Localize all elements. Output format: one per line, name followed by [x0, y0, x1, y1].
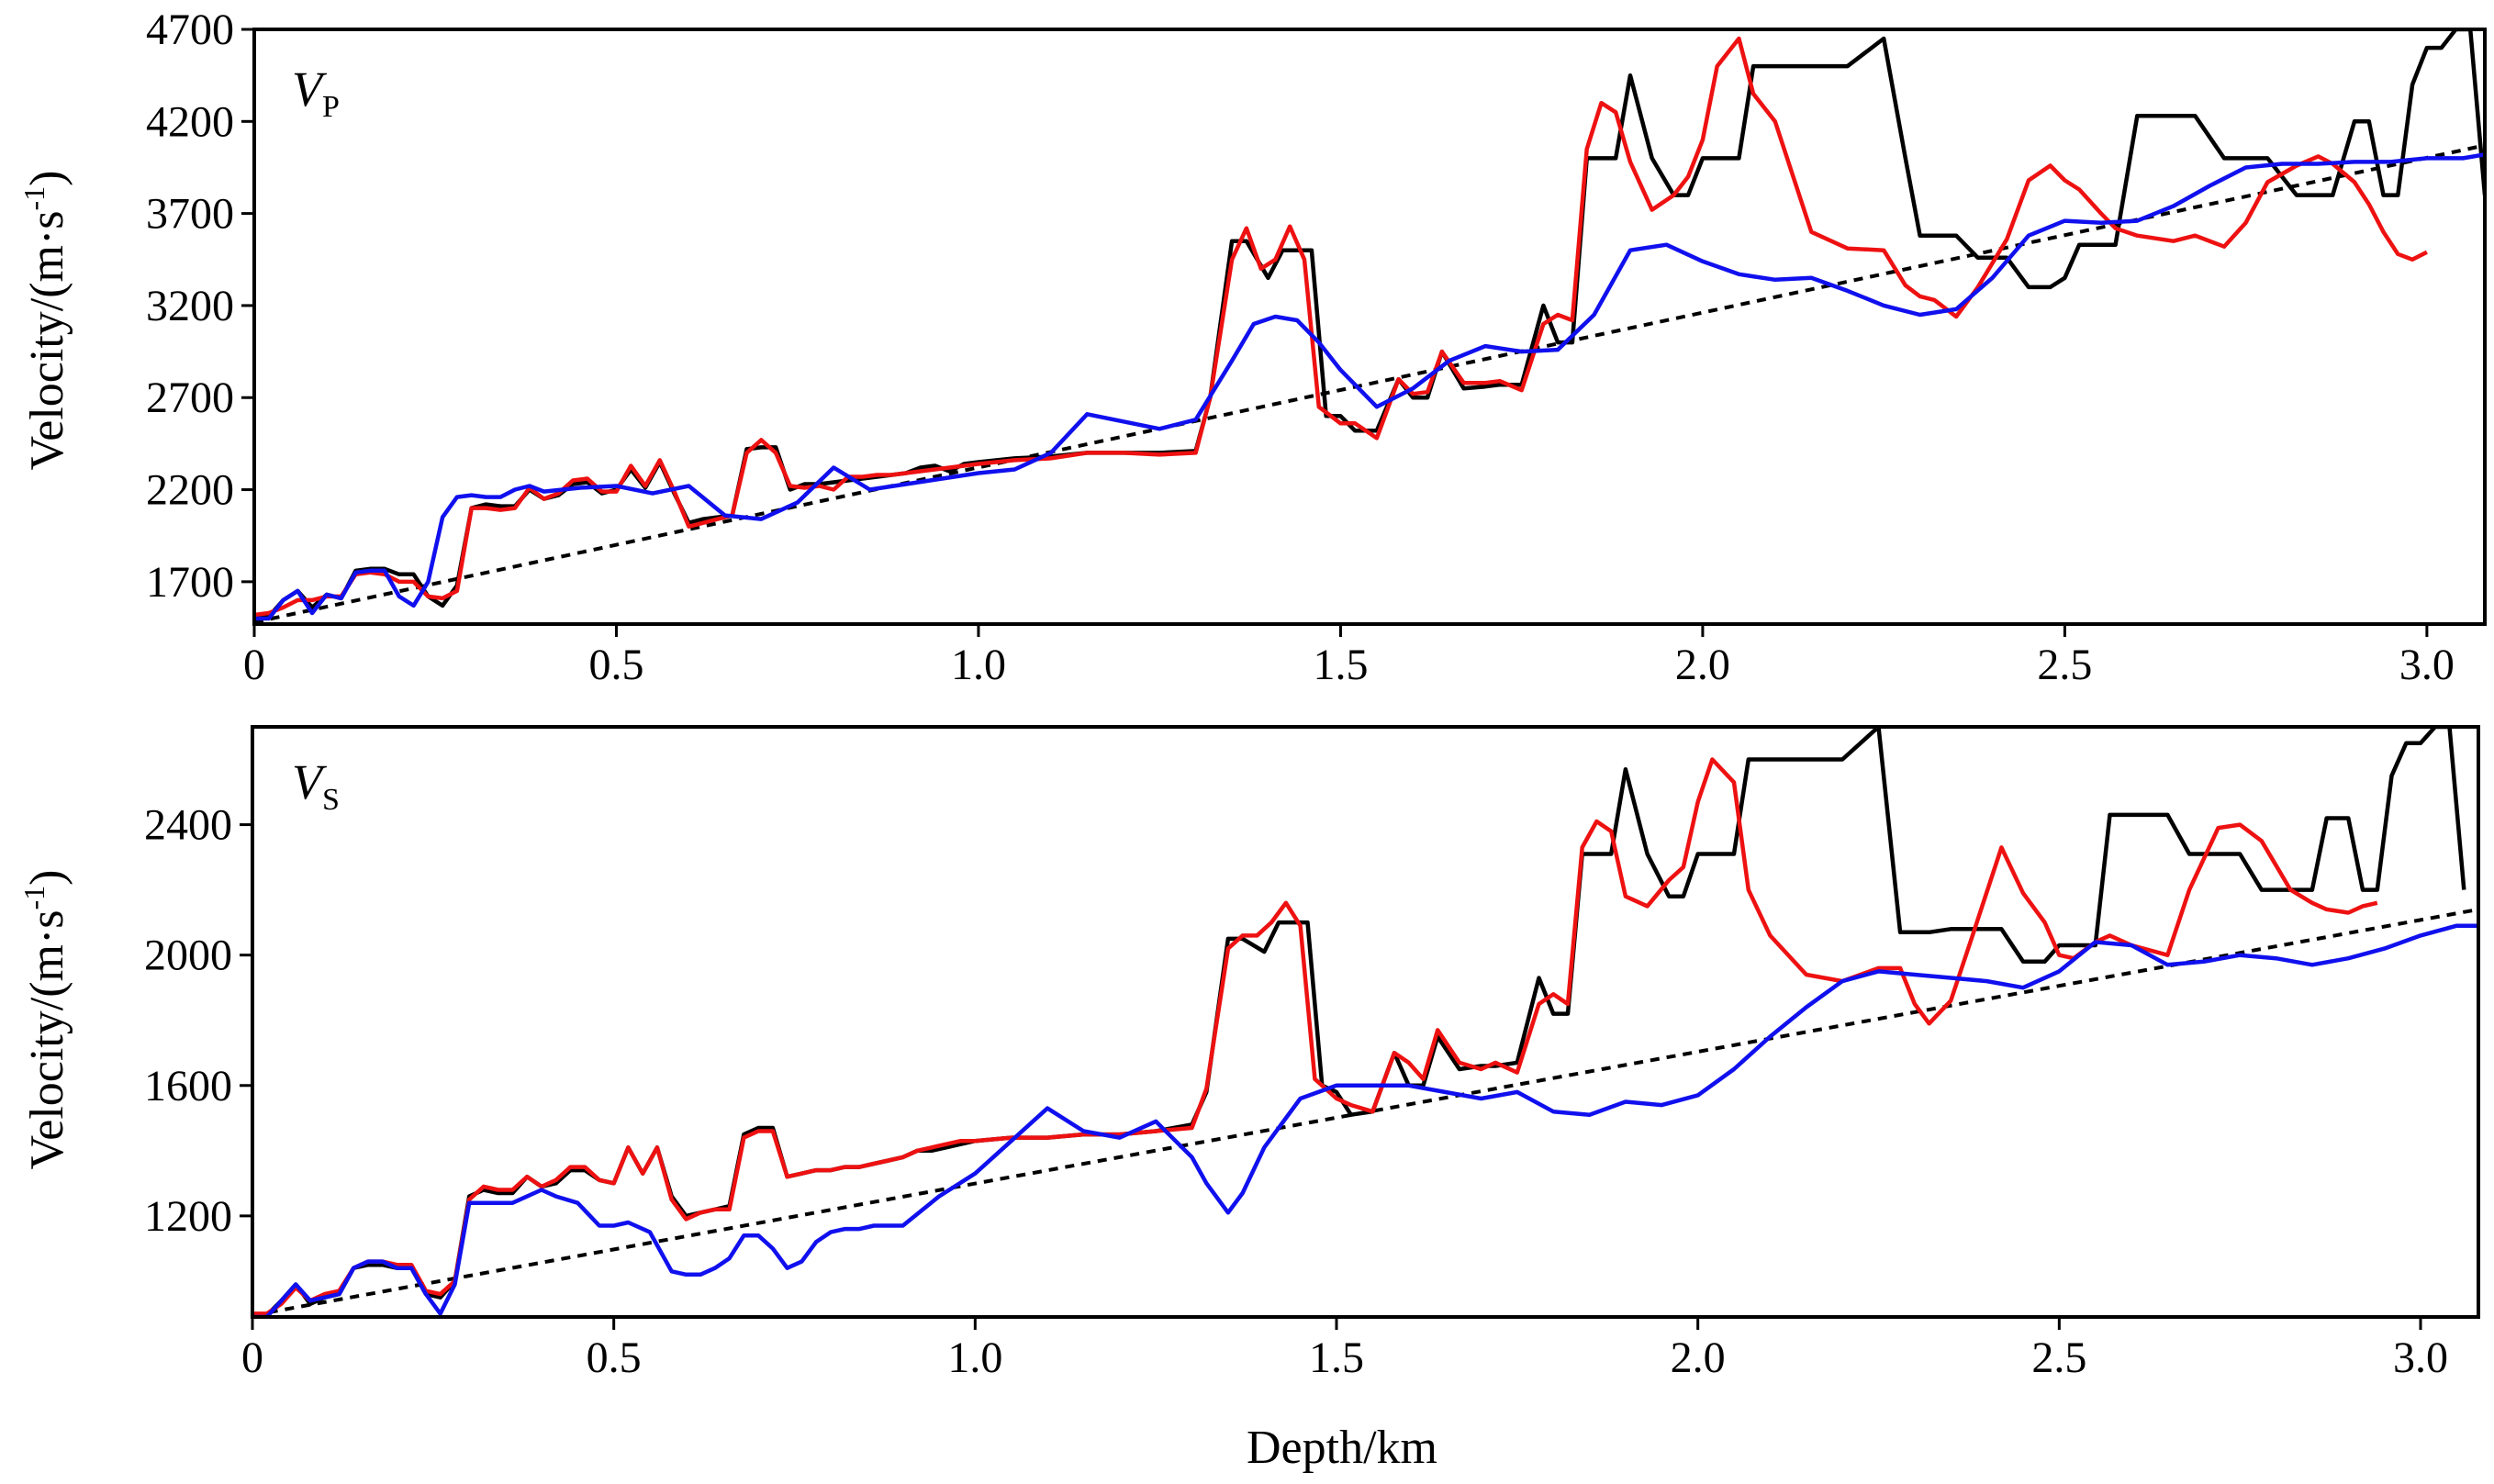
vp-y-tick-label-4: 3700	[146, 190, 234, 239]
vs-x-tick-label-5: 2.5	[2031, 1333, 2086, 1382]
vp-x-tick-label-5: 2.5	[2037, 641, 2092, 689]
vs-series-inverted-red	[252, 757, 2378, 1316]
vs-x-tick-label-3: 1.5	[1309, 1333, 1364, 1382]
vs-plot-area	[252, 727, 2478, 1317]
vp-y-axis-label: Velocity/(m·s-1)	[17, 170, 73, 470]
vp-x-tick-label-1: 0.5	[588, 641, 643, 689]
vp-y-tick-label-0: 1700	[146, 558, 234, 607]
vp-y-tick-label-3: 3200	[146, 282, 234, 330]
vp-panel: VP Velocity/(m·s-1) 0 0.5 1.0 1.5 2.0 2.5 3.0 1…	[17, 6, 2487, 689]
vs-series-inverted-blue	[252, 923, 2478, 1317]
vp-series-inverted-red	[254, 36, 2428, 618]
vs-y-tick-label-3: 2400	[144, 801, 232, 850]
vp-y-tick-label-2: 2700	[146, 374, 234, 422]
vs-y-tick-label-2: 2000	[144, 932, 232, 980]
x-axis-label: Depth/km	[1247, 1422, 1437, 1474]
vp-y-tick-label-5: 4200	[146, 97, 234, 146]
vs-x-tick-label-1: 0.5	[587, 1333, 642, 1382]
vp-x-tick-label-4: 2.0	[1675, 641, 1730, 689]
vp-plot-area	[254, 29, 2485, 624]
vp-x-tick-label-6: 3.0	[2399, 641, 2455, 689]
vp-y-tick-label-1: 2200	[146, 466, 234, 515]
vp-y-tick-label-6: 4700	[146, 6, 234, 54]
vs-y-tick-label-0: 1200	[144, 1192, 232, 1241]
vs-panel: VS Velocity/(m·s-1) 0 0.5 1.0 1.5 2.0 2.5 3.0 1…	[17, 725, 2480, 1382]
vs-panel-label: VS	[292, 754, 340, 817]
vs-x-tick-label-2: 1.0	[947, 1333, 1002, 1382]
vs-y-axis-label: Velocity/(m·s-1)	[17, 869, 73, 1169]
vs-x-tick-label-6: 3.0	[2393, 1333, 2448, 1382]
vp-plot-frame	[252, 28, 2487, 626]
vp-x-tick-label-2: 1.0	[951, 641, 1006, 689]
vs-plot-frame	[251, 725, 2480, 1319]
vp-series-inverted-blue	[254, 152, 2485, 621]
vs-x-tick-label-0: 0	[241, 1333, 263, 1382]
vp-x-tick-label-3: 1.5	[1313, 641, 1368, 689]
vp-panel-label: VP	[292, 61, 340, 124]
vp-x-tick-label-0: 0	[243, 641, 265, 689]
vs-y-tick-label-1: 1600	[144, 1062, 232, 1110]
vs-x-tick-label-4: 2.0	[1671, 1333, 1726, 1382]
